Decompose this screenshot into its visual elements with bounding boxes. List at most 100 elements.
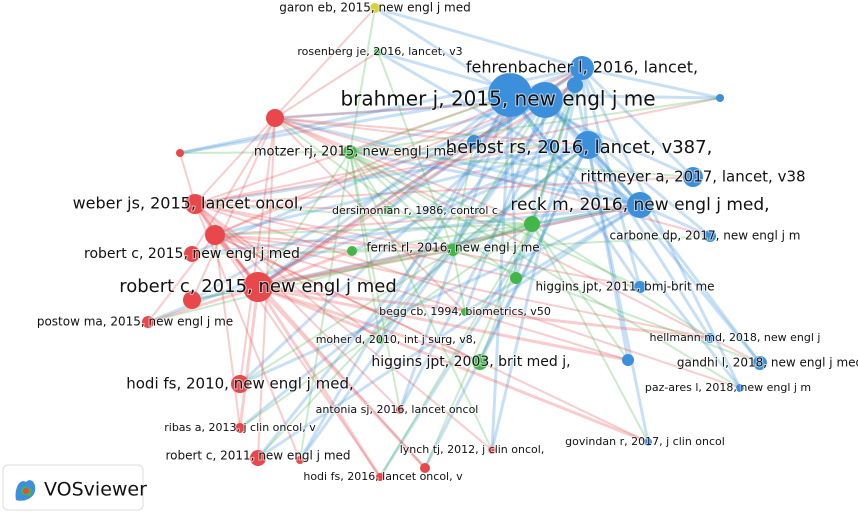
node bbox=[574, 131, 602, 159]
node bbox=[447, 244, 459, 256]
link bbox=[194, 176, 694, 205]
node bbox=[231, 375, 249, 393]
node bbox=[376, 336, 384, 344]
node bbox=[716, 94, 724, 102]
node-label: higgins jpt, 2011, bmj-brit me bbox=[535, 280, 714, 294]
link bbox=[349, 151, 741, 389]
node bbox=[183, 291, 201, 309]
node-label: herbst rs, 2016, lancet, v387, bbox=[446, 137, 713, 158]
link bbox=[452, 141, 475, 251]
node bbox=[396, 406, 404, 414]
link bbox=[194, 203, 381, 341]
node-label: govindan r, 2017, j clin oncol bbox=[565, 435, 725, 448]
link bbox=[349, 150, 641, 207]
link bbox=[256, 286, 382, 478]
link bbox=[473, 140, 641, 207]
link bbox=[349, 144, 551, 153]
link bbox=[194, 203, 401, 411]
link bbox=[214, 143, 589, 237]
link bbox=[191, 203, 641, 256]
node-label: ribas a, 2013, j clin oncol, v bbox=[164, 421, 316, 434]
link bbox=[586, 144, 712, 339]
link bbox=[194, 203, 741, 389]
node-label: postow ma, 2015, new engl j me bbox=[37, 315, 233, 329]
link bbox=[349, 151, 389, 211]
link bbox=[531, 223, 649, 443]
link bbox=[514, 67, 584, 279]
node bbox=[243, 272, 273, 302]
link bbox=[298, 67, 584, 461]
link bbox=[257, 285, 481, 364]
node-label: higgins jpt, 2003, brit med j, bbox=[371, 354, 570, 370]
node bbox=[374, 48, 382, 56]
node bbox=[461, 308, 469, 316]
link bbox=[256, 99, 547, 459]
link bbox=[452, 143, 589, 252]
link bbox=[351, 223, 533, 252]
link bbox=[374, 6, 583, 70]
node bbox=[384, 206, 392, 214]
node bbox=[296, 456, 304, 464]
node bbox=[488, 446, 496, 454]
link bbox=[214, 204, 641, 236]
node bbox=[683, 167, 703, 187]
link bbox=[257, 285, 711, 340]
node bbox=[347, 246, 357, 256]
link bbox=[586, 144, 630, 361]
link bbox=[214, 234, 381, 478]
link bbox=[214, 234, 629, 361]
node-label: gandhi l, 2018, new engl j med bbox=[677, 356, 858, 370]
node-label: carbone dp, 2017, new engl j m bbox=[610, 229, 801, 243]
link bbox=[256, 285, 427, 470]
link bbox=[274, 117, 761, 364]
link bbox=[349, 94, 511, 153]
link bbox=[194, 203, 389, 211]
link bbox=[377, 51, 454, 251]
link bbox=[147, 285, 259, 324]
link bbox=[257, 249, 454, 459]
link bbox=[349, 151, 694, 178]
link bbox=[452, 223, 533, 251]
link bbox=[194, 203, 533, 225]
link bbox=[274, 117, 466, 313]
link bbox=[463, 99, 547, 313]
link bbox=[398, 67, 584, 411]
link bbox=[147, 143, 589, 324]
link bbox=[349, 7, 376, 153]
link bbox=[452, 249, 761, 364]
node-label: ferris rl, 2016, new engl j me bbox=[366, 241, 539, 255]
link bbox=[479, 223, 533, 363]
link bbox=[214, 223, 533, 236]
node bbox=[205, 225, 225, 245]
link bbox=[274, 117, 454, 251]
node-label: reck m, 2016, new engl j med, bbox=[510, 195, 769, 215]
node bbox=[142, 316, 154, 328]
link bbox=[257, 151, 351, 288]
node bbox=[510, 272, 522, 284]
node bbox=[250, 450, 266, 466]
link bbox=[194, 7, 376, 205]
link bbox=[299, 151, 351, 461]
link bbox=[194, 203, 493, 451]
link bbox=[147, 234, 216, 323]
link bbox=[179, 151, 351, 154]
link bbox=[452, 223, 533, 251]
link bbox=[386, 93, 512, 212]
link bbox=[349, 151, 493, 451]
link bbox=[531, 223, 629, 361]
link bbox=[452, 99, 546, 251]
link bbox=[194, 97, 721, 205]
node bbox=[266, 109, 284, 127]
link bbox=[239, 143, 589, 430]
link bbox=[214, 234, 241, 429]
link bbox=[214, 234, 649, 443]
link bbox=[194, 203, 259, 288]
link bbox=[274, 117, 533, 225]
link bbox=[478, 144, 590, 363]
link bbox=[194, 144, 551, 205]
link bbox=[531, 223, 711, 339]
link bbox=[580, 66, 695, 179]
link bbox=[191, 117, 276, 301]
node bbox=[184, 246, 200, 262]
node-label: motzer rj, 2015, new engl j me bbox=[254, 145, 454, 160]
